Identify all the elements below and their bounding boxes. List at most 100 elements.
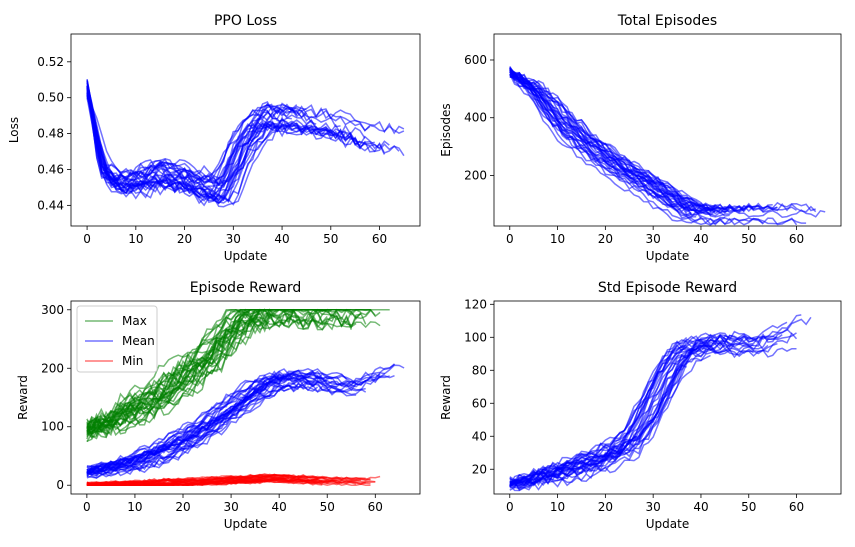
series-min xyxy=(86,473,381,487)
y-tick-label: 0.44 xyxy=(37,198,64,212)
y-tick-label: 80 xyxy=(472,363,487,377)
x-tick-label: 0 xyxy=(83,500,91,514)
subplot-title: PPO Loss xyxy=(214,13,277,29)
run-line xyxy=(86,382,319,476)
x-tick-label: 50 xyxy=(741,232,756,246)
y-tick-label: 200 xyxy=(464,168,487,182)
y-tick-label: 100 xyxy=(41,420,64,434)
legend: Max Mean Min xyxy=(76,305,158,373)
run-line xyxy=(86,373,323,475)
run-line xyxy=(509,67,716,212)
y-tick-label: 20 xyxy=(472,462,487,476)
run-line xyxy=(86,473,309,485)
y-tick-label: 0.50 xyxy=(37,91,64,105)
run-line xyxy=(509,76,764,226)
series-runs xyxy=(509,314,812,492)
series-runs xyxy=(509,66,826,226)
run-line xyxy=(86,474,366,486)
x-tick-label: 40 xyxy=(274,232,289,246)
x-tick-label: 10 xyxy=(550,232,565,246)
run-line xyxy=(509,342,726,489)
subplot-title: Episode Reward xyxy=(190,280,302,296)
run-line xyxy=(86,477,366,486)
run-line xyxy=(509,354,711,491)
x-tick-label: 40 xyxy=(693,500,708,514)
x-tick-label: 30 xyxy=(646,500,661,514)
x-tick-label: 30 xyxy=(646,232,661,246)
x-tick-label: 60 xyxy=(372,232,387,246)
legend-label: Max xyxy=(122,314,147,328)
x-tick-label: 40 xyxy=(693,232,708,246)
run-line xyxy=(509,346,687,482)
run-line xyxy=(86,369,314,473)
x-tick-label: 20 xyxy=(598,232,613,246)
x-tick-label: 0 xyxy=(506,500,514,514)
subplot-2: 0 10 20 30 40 50 60 200 400 600 Total Episodes Upda… xyxy=(439,13,842,263)
x-tick-label: 0 xyxy=(506,232,514,246)
y-tick-label: 300 xyxy=(41,303,64,317)
run-line xyxy=(86,95,366,202)
subplot-1: 0 10 20 30 40 50 60 0.44 0.46 0.48 0.50 0.52 PPO Los… xyxy=(7,13,421,263)
legend-frame xyxy=(76,305,158,373)
run-line xyxy=(86,374,381,474)
y-axis-label: Episodes xyxy=(439,103,453,156)
subplot-title: Total Episodes xyxy=(617,13,717,29)
y-axis-label: Loss xyxy=(7,117,21,143)
y-tick-label: 0.46 xyxy=(37,162,64,176)
run-line xyxy=(86,309,294,435)
run-line xyxy=(509,73,807,226)
run-line xyxy=(86,87,298,184)
legend-label: Mean xyxy=(122,334,155,348)
subplot-title: Std Episode Reward xyxy=(598,280,737,296)
subplot-3: 0 10 20 30 40 50 60 0 100 200 300 Episode Reward Upd… xyxy=(16,280,421,531)
y-axis-label: Reward xyxy=(16,375,30,420)
x-tick-label: 30 xyxy=(223,500,238,514)
x-tick-label: 60 xyxy=(368,500,383,514)
run-line xyxy=(509,71,778,215)
x-tick-label: 10 xyxy=(127,500,142,514)
x-tick-label: 10 xyxy=(128,232,143,246)
run-line xyxy=(509,341,731,484)
axes-frame xyxy=(493,300,842,495)
series-mean xyxy=(86,363,405,479)
x-axis-label: Update xyxy=(224,249,267,263)
run-line xyxy=(86,313,362,440)
run-line xyxy=(86,376,338,474)
y-axis-label: Reward xyxy=(439,375,453,420)
run-line xyxy=(86,308,381,432)
run-line xyxy=(86,86,283,202)
y-tick-label: 40 xyxy=(472,429,487,443)
run-line xyxy=(509,71,697,221)
x-tick-label: 50 xyxy=(323,232,338,246)
series-max xyxy=(86,308,390,443)
y-tick-label: 0.52 xyxy=(37,55,64,69)
x-tick-label: 0 xyxy=(83,232,91,246)
y-tick-label: 400 xyxy=(464,111,487,125)
run-line xyxy=(509,69,716,212)
run-line xyxy=(509,347,797,491)
x-tick-label: 40 xyxy=(272,500,287,514)
axes-frame xyxy=(70,33,421,227)
x-axis-label: Update xyxy=(224,517,267,531)
x-tick-label: 20 xyxy=(175,500,190,514)
run-line xyxy=(86,394,265,476)
run-line xyxy=(509,333,754,485)
run-line xyxy=(86,92,380,207)
x-tick-label: 50 xyxy=(320,500,335,514)
x-tick-label: 60 xyxy=(789,232,804,246)
x-tick-label: 50 xyxy=(741,500,756,514)
y-tick-label: 0.48 xyxy=(37,127,64,141)
x-tick-label: 10 xyxy=(550,500,565,514)
run-line xyxy=(509,342,778,487)
y-tick-label: 60 xyxy=(472,396,487,410)
x-tick-label: 20 xyxy=(177,232,192,246)
run-line xyxy=(509,66,716,209)
x-axis-label: Update xyxy=(646,249,689,263)
x-axis-label: Update xyxy=(646,517,689,531)
run-line xyxy=(509,341,736,487)
x-tick-label: 20 xyxy=(598,500,613,514)
y-tick-label: 120 xyxy=(464,297,487,311)
x-tick-label: 60 xyxy=(789,500,804,514)
subplot-4: 0 10 20 30 40 50 60 20 40 60 80 100 120 Std Episode R… xyxy=(439,280,842,531)
